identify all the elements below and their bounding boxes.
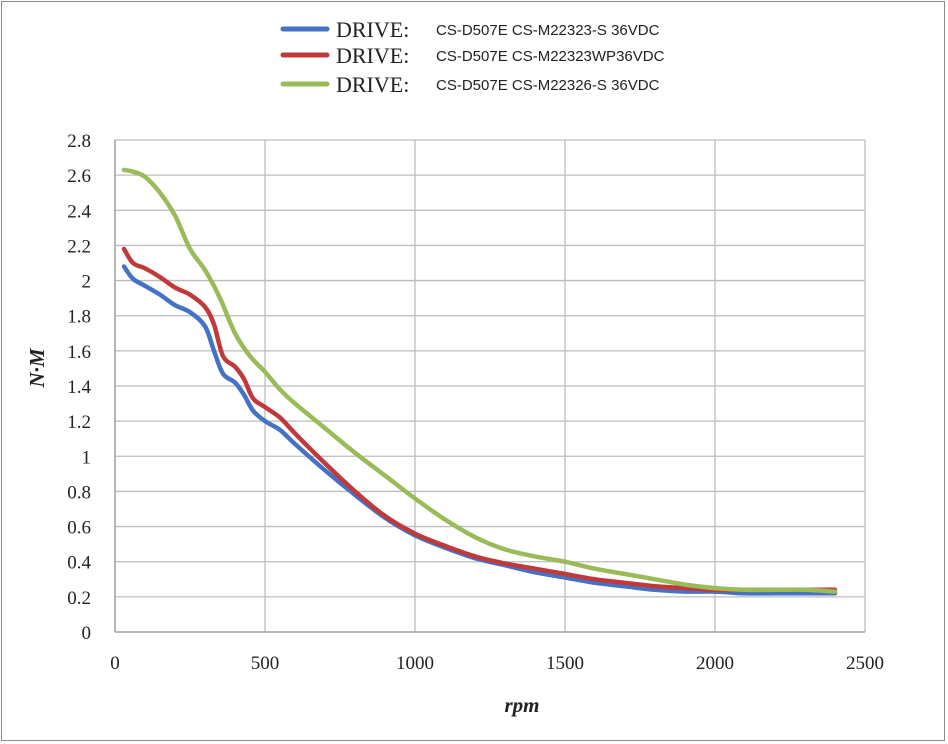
series-line-3 [121, 167, 838, 594]
y-tick-label: 1.2 [67, 412, 91, 433]
x-tick-label: 500 [251, 653, 280, 674]
x-tick-label: 2000 [696, 653, 734, 674]
series-lines [121, 167, 838, 596]
y-axis-title: N·M [25, 347, 49, 388]
grid [115, 139, 866, 632]
y-tick-label: 0 [82, 623, 92, 644]
y-tick-label: 0.8 [67, 482, 91, 503]
legend-label-2: CS-D507E CS-M22323WP36VDC [436, 48, 665, 65]
y-tick-label: 2.4 [67, 201, 91, 222]
axes [114, 140, 865, 633]
series-line-1 [121, 264, 838, 596]
series-line-2 [121, 246, 838, 593]
legend-label-head-3: DRIVE: [336, 72, 409, 97]
x-axis-title: rpm [504, 693, 539, 717]
y-tick-label: 1.6 [67, 342, 91, 363]
y-tick-label: 1.8 [67, 307, 91, 328]
y-tick-label: 0.2 [67, 588, 91, 609]
legend: DRIVE: CS-D507E CS-M22323-S 36VDC DRIVE: CS… [280, 17, 665, 97]
legend-label-head-2: DRIVE: [336, 43, 409, 68]
y-tick-labels: 0 0.2 0.4 0.6 0.8 1 1.2 1.4 1.6 1.8 2 2.2 2.4 2.6 2.8 [67, 131, 91, 644]
legend-label-3: CS-D507E CS-M22326-S 36VDC [436, 77, 660, 94]
y-tick-label: 2.6 [67, 166, 91, 187]
x-tick-labels: 0 500 1000 1500 2000 2500 [110, 653, 884, 674]
y-tick-label: 0.6 [67, 518, 91, 539]
x-tick-label: 2500 [846, 653, 884, 674]
y-tick-label: 2 [82, 272, 92, 293]
y-tick-label: 2.8 [67, 131, 91, 152]
y-tick-label: 0.4 [67, 553, 91, 574]
y-tick-label: 2.2 [67, 236, 91, 257]
x-tick-label: 1000 [396, 653, 434, 674]
legend-label-1: CS-D507E CS-M22323-S 36VDC [436, 22, 660, 39]
y-tick-label: 1 [82, 447, 92, 468]
y-tick-label: 1.4 [67, 377, 91, 398]
x-tick-label: 0 [110, 653, 120, 674]
x-tick-label: 1500 [546, 653, 584, 674]
legend-label-head-1: DRIVE: [336, 17, 409, 42]
